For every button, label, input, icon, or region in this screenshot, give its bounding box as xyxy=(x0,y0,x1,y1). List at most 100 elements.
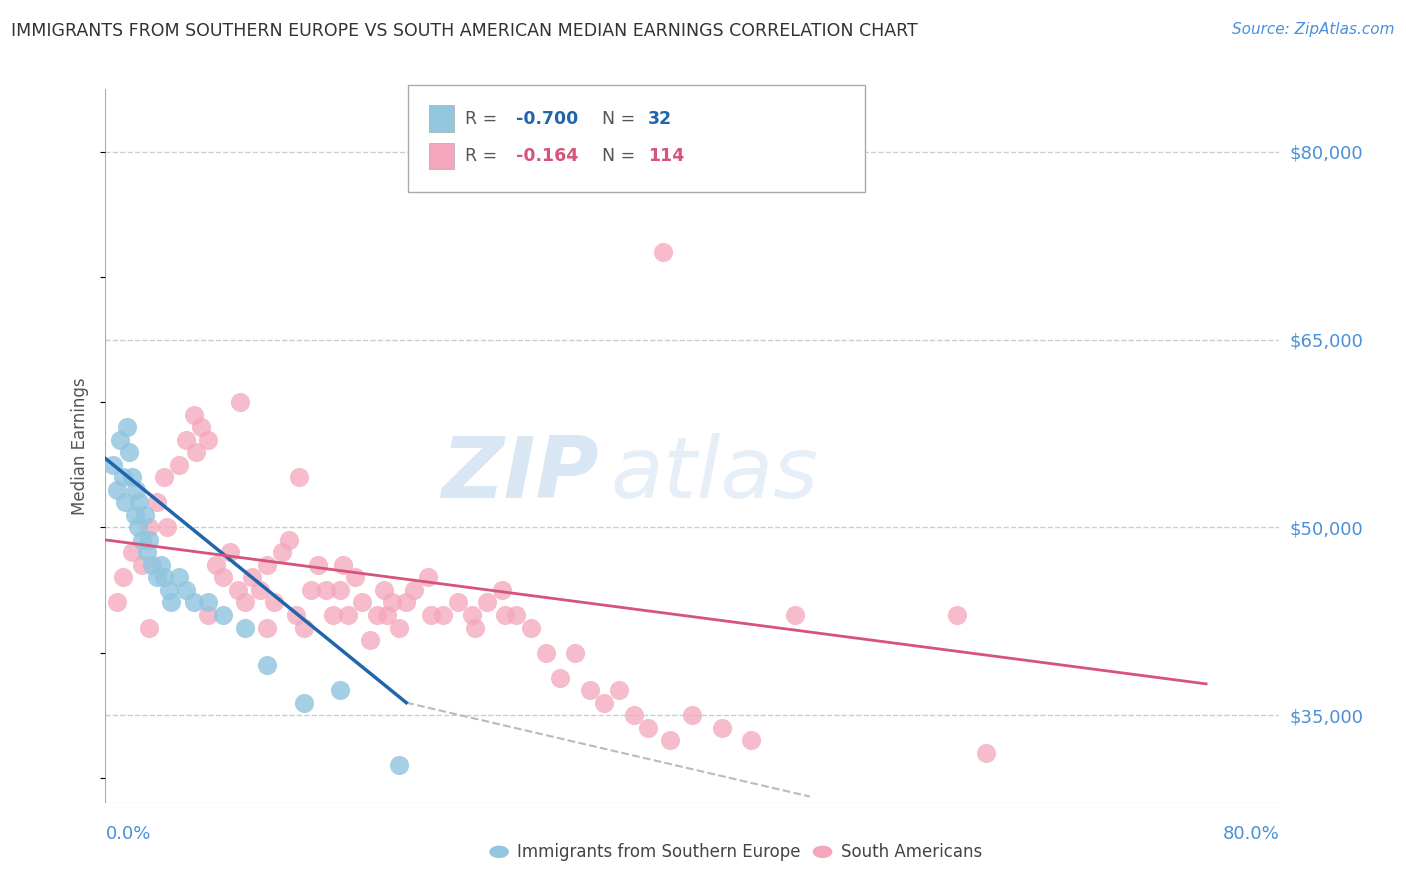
Point xyxy=(505,607,527,622)
Point xyxy=(785,607,807,622)
Point xyxy=(256,658,278,673)
Point xyxy=(197,607,219,622)
Point xyxy=(461,607,484,622)
Point xyxy=(131,533,153,547)
Point xyxy=(105,483,128,497)
Point xyxy=(135,545,157,559)
Point xyxy=(233,595,256,609)
Point xyxy=(157,582,180,597)
Point xyxy=(307,558,329,572)
Point xyxy=(388,621,411,635)
Point xyxy=(652,244,675,259)
Point xyxy=(520,621,543,635)
Point xyxy=(375,607,398,622)
Point xyxy=(578,683,600,698)
Point xyxy=(270,545,292,559)
Y-axis label: Median Earnings: Median Earnings xyxy=(72,377,90,515)
Point xyxy=(740,733,762,747)
Point xyxy=(127,520,149,534)
Point xyxy=(464,621,486,635)
Point xyxy=(292,696,315,710)
Point xyxy=(233,621,256,635)
Point xyxy=(183,408,205,422)
Point xyxy=(226,582,249,597)
Point xyxy=(494,607,516,622)
Point xyxy=(229,395,252,409)
Point xyxy=(121,545,143,559)
Point xyxy=(681,708,703,723)
Point xyxy=(138,533,160,547)
Point xyxy=(146,495,169,509)
Text: 114: 114 xyxy=(648,147,685,165)
Point xyxy=(299,582,322,597)
Point xyxy=(167,458,190,472)
Point xyxy=(593,696,616,710)
Point xyxy=(564,646,586,660)
Point xyxy=(343,570,366,584)
Point xyxy=(167,570,190,584)
Point xyxy=(388,758,411,772)
Point xyxy=(366,607,388,622)
Point xyxy=(108,433,131,447)
Text: Source: ZipAtlas.com: Source: ZipAtlas.com xyxy=(1232,22,1395,37)
Point xyxy=(118,445,141,459)
Point xyxy=(128,495,150,509)
Text: 0.0%: 0.0% xyxy=(105,825,150,843)
Point xyxy=(336,607,359,622)
Point xyxy=(974,746,997,760)
Point xyxy=(432,607,454,622)
Point xyxy=(447,595,470,609)
Point xyxy=(153,470,176,484)
Point xyxy=(131,558,153,572)
Point xyxy=(256,621,278,635)
Text: IMMIGRANTS FROM SOUTHERN EUROPE VS SOUTH AMERICAN MEDIAN EARNINGS CORRELATION CH: IMMIGRANTS FROM SOUTHERN EUROPE VS SOUTH… xyxy=(11,22,918,40)
Point xyxy=(623,708,645,723)
Point xyxy=(112,470,135,484)
Point xyxy=(138,621,160,635)
Point xyxy=(420,607,443,622)
Point xyxy=(418,570,440,584)
Point xyxy=(381,595,404,609)
Point xyxy=(329,683,352,698)
Text: -0.164: -0.164 xyxy=(516,147,578,165)
Point xyxy=(352,595,374,609)
Point xyxy=(174,433,197,447)
Point xyxy=(197,433,219,447)
Point xyxy=(134,508,156,522)
Point xyxy=(211,570,233,584)
Text: -0.700: -0.700 xyxy=(516,110,578,128)
Point xyxy=(204,558,226,572)
Point xyxy=(160,595,183,609)
Point xyxy=(138,520,160,534)
Point xyxy=(607,683,630,698)
Text: ZIP: ZIP xyxy=(441,433,599,516)
Point xyxy=(219,545,242,559)
Text: South Americans: South Americans xyxy=(841,843,981,861)
Point xyxy=(190,420,212,434)
Point xyxy=(105,595,128,609)
Text: 32: 32 xyxy=(648,110,672,128)
Point xyxy=(550,671,572,685)
Point xyxy=(114,495,136,509)
Point xyxy=(710,721,733,735)
Point xyxy=(153,570,176,584)
Point xyxy=(322,607,344,622)
Point xyxy=(141,558,163,572)
Point xyxy=(491,582,513,597)
Point xyxy=(402,582,425,597)
Point xyxy=(945,607,967,622)
Text: atlas: atlas xyxy=(610,433,818,516)
Text: 80.0%: 80.0% xyxy=(1223,825,1279,843)
Point xyxy=(373,582,395,597)
Point xyxy=(277,533,299,547)
Point xyxy=(112,570,135,584)
Point xyxy=(637,721,659,735)
Point xyxy=(292,621,315,635)
Point xyxy=(117,420,139,434)
Point xyxy=(475,595,498,609)
Point xyxy=(332,558,354,572)
Point xyxy=(197,595,219,609)
Point xyxy=(315,582,337,597)
Text: R =: R = xyxy=(465,147,503,165)
Text: Immigrants from Southern Europe: Immigrants from Southern Europe xyxy=(517,843,801,861)
